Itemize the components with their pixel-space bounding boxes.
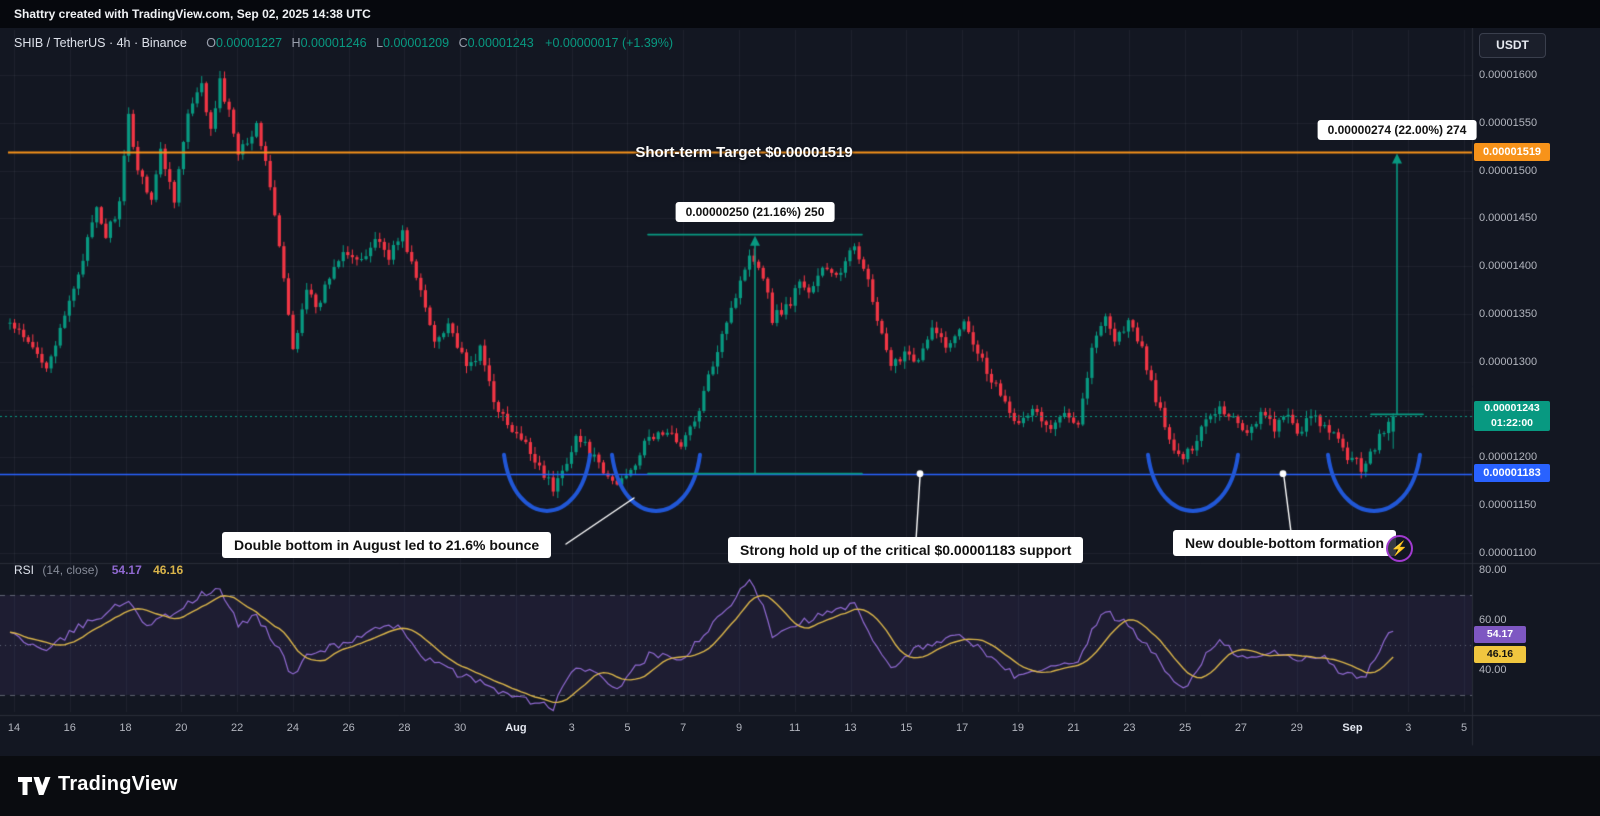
open-label: O	[206, 36, 216, 50]
high-value: 0.00001246	[300, 36, 367, 50]
price-axis-label: 0.00001450	[1479, 212, 1538, 225]
callout-double-bottom[interactable]: Double bottom in August led to 21.6% bou…	[222, 532, 552, 558]
callout-support-hold[interactable]: Strong hold up of the critical $0.000011…	[728, 537, 1084, 563]
time-axis-label: 20	[175, 722, 188, 734]
price-axis-label: 0.00001300	[1479, 355, 1538, 368]
time-axis-label: Aug	[505, 722, 527, 734]
currency-toggle-button[interactable]: USDT	[1479, 33, 1546, 58]
target-price-tag: 0.00001519	[1474, 143, 1550, 161]
time-axis-label: 11	[789, 722, 801, 734]
attribution-text: Shattry created with TradingView.com, Se…	[14, 7, 371, 21]
rsi-ma-axis-tag: 46.16	[1474, 646, 1526, 663]
price-axis-label: 0.00001500	[1479, 164, 1538, 177]
symbol-title[interactable]: SHIB / TetherUS · 4h · Binance	[14, 36, 187, 50]
measure-label-1[interactable]: 0.00000250 (21.16%) 250	[675, 202, 835, 222]
low-label: L	[376, 36, 384, 50]
price-axis-label: 0.00001550	[1479, 116, 1538, 129]
low-value: 0.00001209	[383, 36, 450, 50]
attribution-banner: Shattry created with TradingView.com, Se…	[0, 0, 1600, 28]
callout-new-double-bottom[interactable]: New double-bottom formation	[1173, 530, 1397, 556]
time-axis-label: 15	[900, 722, 913, 734]
price-axis-label: 0.00001400	[1479, 260, 1538, 273]
current-price-value: 0.00001243	[1484, 402, 1540, 414]
rsi-params: (14, close)	[42, 563, 99, 577]
price-axis-label: 0.00001350	[1479, 308, 1538, 320]
measure-label-2[interactable]: 0.00000274 (22.00%) 274	[1317, 120, 1477, 140]
time-axis-label: 5	[624, 722, 631, 734]
time-axis-label: 16	[63, 722, 76, 734]
price-axis-label: 0.00001150	[1479, 499, 1537, 512]
time-axis-label: 19	[1011, 722, 1024, 734]
current-price-tag: 0.00001243 01:22:00	[1474, 401, 1550, 431]
support-price-tag: 0.00001183	[1474, 464, 1550, 482]
price-axis-label: 0.00001600	[1479, 69, 1538, 81]
time-axis-label: 28	[398, 722, 411, 734]
rsi-axis-tag: 54.17	[1474, 626, 1526, 643]
rsi-legend: RSI (14, close) 54.17 46.16	[14, 563, 183, 577]
time-axis-label: 29	[1290, 722, 1303, 734]
rsi-ma-value: 46.16	[153, 563, 184, 577]
close-label: C	[458, 36, 468, 50]
tradingview-wordmark[interactable]: TradingView	[58, 773, 178, 795]
time-axis-label: 21	[1067, 722, 1080, 734]
footer-bar: TradingView	[0, 756, 1600, 816]
rsi-axis-label: 60.00	[1479, 614, 1507, 626]
time-axis-label: 14	[7, 722, 21, 734]
time-axis-label: 22	[230, 722, 244, 734]
target-line-label[interactable]: Short-term Target $0.00001519	[635, 144, 853, 161]
rsi-axis-label: 80.00	[1479, 564, 1507, 576]
price-axis-label: 0.00001200	[1479, 451, 1538, 464]
tradingview-logo-icon[interactable]	[18, 774, 52, 798]
time-axis-label: 25	[1179, 722, 1192, 734]
time-axis-label: 26	[342, 722, 355, 734]
time-axis-label: 9	[735, 722, 743, 734]
time-axis-label: 23	[1123, 722, 1136, 734]
time-axis-label: 17	[955, 722, 969, 734]
time-axis-label: Sep	[1342, 722, 1363, 734]
rsi-indicator-name[interactable]: RSI	[14, 563, 35, 577]
close-value: 0.00001243	[467, 36, 534, 50]
time-axis-label: 7	[680, 722, 687, 734]
open-value: 0.00001227	[216, 36, 283, 50]
chart-canvas[interactable]	[0, 0, 1600, 756]
time-axis-label: 30	[454, 722, 467, 734]
time-axis-label: 27	[1234, 722, 1248, 734]
time-axis-label: 13	[844, 722, 857, 734]
high-label: H	[291, 36, 301, 50]
lightning-icon[interactable]: ⚡	[1386, 535, 1413, 562]
change-value: +0.00000017 (+1.39%)	[545, 36, 674, 50]
price-axis-label: 0.00001100	[1479, 547, 1537, 559]
rsi-axis-label: 40.00	[1479, 664, 1507, 676]
candle-countdown: 01:22:00	[1490, 417, 1534, 429]
time-axis-label: 3	[568, 722, 575, 734]
rsi-value: 54.17	[111, 563, 142, 577]
time-axis-label: 24	[286, 722, 299, 734]
time-axis-label: 5	[1460, 722, 1468, 734]
time-axis-label: 3	[1405, 722, 1412, 734]
symbol-legend: SHIB / TetherUS · 4h · Binance O0.000012…	[14, 36, 673, 50]
time-axis-label: 18	[119, 722, 132, 734]
